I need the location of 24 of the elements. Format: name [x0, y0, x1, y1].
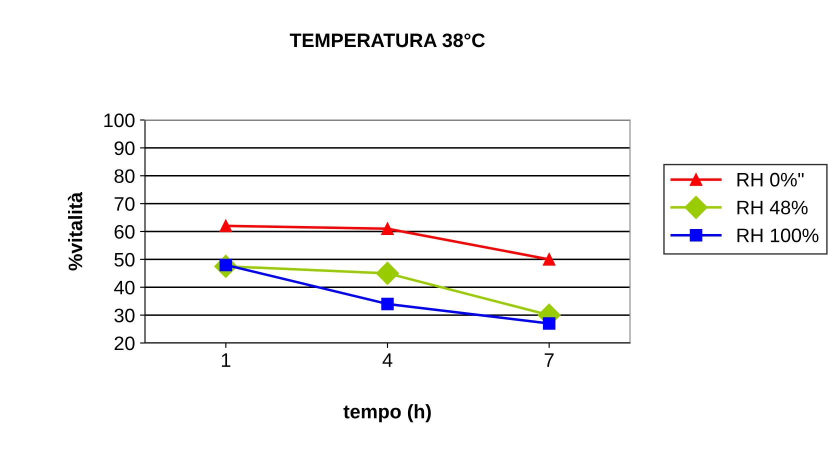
y-tick-label: 100 — [104, 113, 135, 128]
point — [376, 262, 399, 285]
point — [220, 220, 232, 232]
chart-title: TEMPERATURA 38°C — [290, 33, 485, 48]
y-tick-label: 50 — [114, 252, 135, 267]
y-tick-label: 30 — [114, 308, 135, 322]
legend-label: RH 0%" — [738, 172, 804, 187]
legend-label: RH 100% — [738, 228, 818, 242]
x-axis-title: tempo (h) — [343, 404, 431, 422]
y-tick-label: 20 — [114, 336, 135, 350]
y-tick-label: 40 — [114, 280, 135, 294]
x-tick-label: 7 — [544, 353, 554, 367]
x-tick-label: 4 — [382, 353, 392, 367]
legend-label: RH 48% — [738, 200, 808, 214]
point — [542, 253, 556, 266]
point — [381, 222, 394, 235]
y-tick-label: 60 — [114, 224, 135, 239]
y-tick-label: 90 — [114, 141, 135, 156]
point — [542, 317, 556, 330]
x-tick-label: 1 — [222, 353, 230, 367]
y-tick-label: 70 — [114, 197, 135, 211]
y-axis-title: %vitalità — [68, 192, 82, 270]
point — [381, 298, 394, 310]
y-tick-label: 80 — [114, 169, 135, 183]
